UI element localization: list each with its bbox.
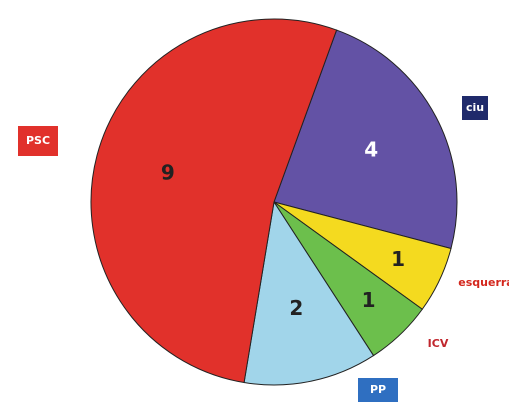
value-label: 9 — [161, 161, 175, 185]
pie-slice — [90, 18, 338, 384]
party-name: PP — [370, 383, 386, 396]
party-name: esquerra — [458, 276, 509, 289]
value-label: 1 — [362, 288, 376, 312]
pie-slice — [243, 200, 375, 386]
party-logo — [460, 268, 509, 298]
party-logo — [462, 96, 488, 120]
party-name: ciu — [466, 101, 484, 114]
party-name: ICV — [428, 337, 449, 350]
party-logo — [412, 333, 464, 355]
party-logo — [358, 378, 398, 402]
value-label: 2 — [289, 296, 303, 320]
party-logo — [18, 126, 58, 156]
party-name: PSC — [26, 134, 50, 147]
value-label: 1 — [391, 247, 405, 271]
pie-slice — [273, 29, 458, 250]
value-label: 4 — [364, 138, 378, 162]
